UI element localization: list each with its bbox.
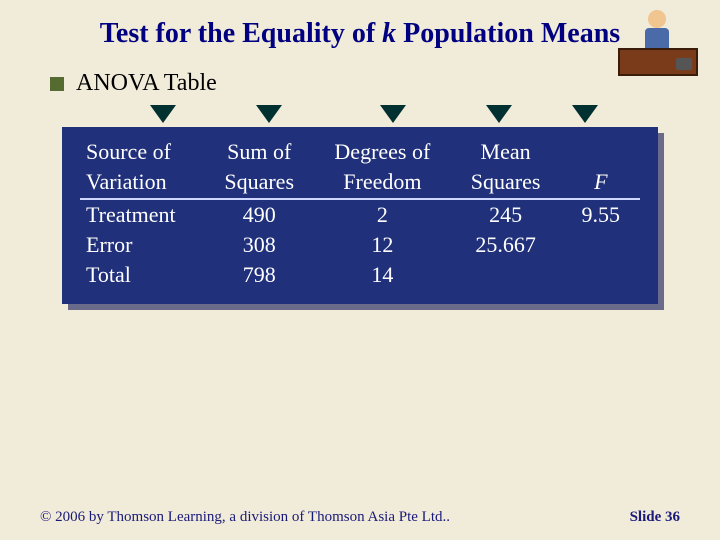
- slide-title: Test for the Equality of k Population Me…: [40, 18, 680, 50]
- cell-ss-1: 308: [203, 230, 315, 260]
- header-row-1: Source of Sum of Degrees of Mean: [80, 137, 640, 167]
- cell-src-0: Treatment: [80, 199, 203, 230]
- hdr-df-1: Degrees of: [315, 137, 449, 167]
- cell-ss-2: 798: [203, 260, 315, 290]
- cell-df-0: 2: [315, 199, 449, 230]
- cell-src-2: Total: [80, 260, 203, 290]
- cell-df-2: 14: [315, 260, 449, 290]
- hdr-ss-2: Squares: [203, 167, 315, 197]
- bullet-text: ANOVA Table: [76, 70, 217, 97]
- bullet-square-icon: [50, 77, 64, 91]
- table-row: Total 798 14: [80, 260, 640, 290]
- down-arrow-icon: [486, 105, 512, 123]
- copyright: © 2006 by Thomson Learning, a division o…: [40, 509, 450, 526]
- title-post: Population Means: [396, 18, 620, 49]
- clipart-person-at-desk: [618, 6, 698, 76]
- hdr-ss-1: Sum of: [203, 137, 315, 167]
- anova-table-container: Source of Sum of Degrees of Mean Variati…: [62, 127, 658, 304]
- hdr-ms-2: Squares: [450, 167, 562, 197]
- anova-table: Source of Sum of Degrees of Mean Variati…: [80, 137, 640, 290]
- cell-ms-1: 25.667: [450, 230, 562, 260]
- title-pre: Test for the Equality of: [100, 18, 382, 49]
- table-row: Error 308 12 25.667: [80, 230, 640, 260]
- table-row: Treatment 490 2 245 9.55: [80, 199, 640, 230]
- header-row-2: Variation Squares Freedom Squares F: [80, 167, 640, 197]
- cell-ms-0: 245: [450, 199, 562, 230]
- hdr-source-1: Source of: [80, 137, 203, 167]
- down-arrow-icon: [150, 105, 176, 123]
- hdr-f: [562, 137, 640, 167]
- down-arrow-icon: [572, 105, 598, 123]
- cell-ms-2: [450, 260, 562, 290]
- arrow-row: [150, 105, 680, 123]
- cell-f-0: 9.55: [562, 199, 640, 230]
- down-arrow-icon: [380, 105, 406, 123]
- anova-table-box: Source of Sum of Degrees of Mean Variati…: [62, 127, 658, 304]
- hdr-ms-1: Mean: [450, 137, 562, 167]
- hdr-df-2: Freedom: [315, 167, 449, 197]
- cell-f-2: [562, 260, 640, 290]
- down-arrow-icon: [256, 105, 282, 123]
- footer: © 2006 by Thomson Learning, a division o…: [40, 509, 680, 526]
- cell-f-1: [562, 230, 640, 260]
- cell-src-1: Error: [80, 230, 203, 260]
- cell-df-1: 12: [315, 230, 449, 260]
- title-k: k: [382, 18, 396, 49]
- cell-ss-0: 490: [203, 199, 315, 230]
- slide-number: Slide 36: [630, 509, 680, 526]
- bullet-row: ANOVA Table: [50, 70, 680, 97]
- hdr-source-2: Variation: [80, 167, 203, 197]
- hdr-f-2: F: [562, 167, 640, 197]
